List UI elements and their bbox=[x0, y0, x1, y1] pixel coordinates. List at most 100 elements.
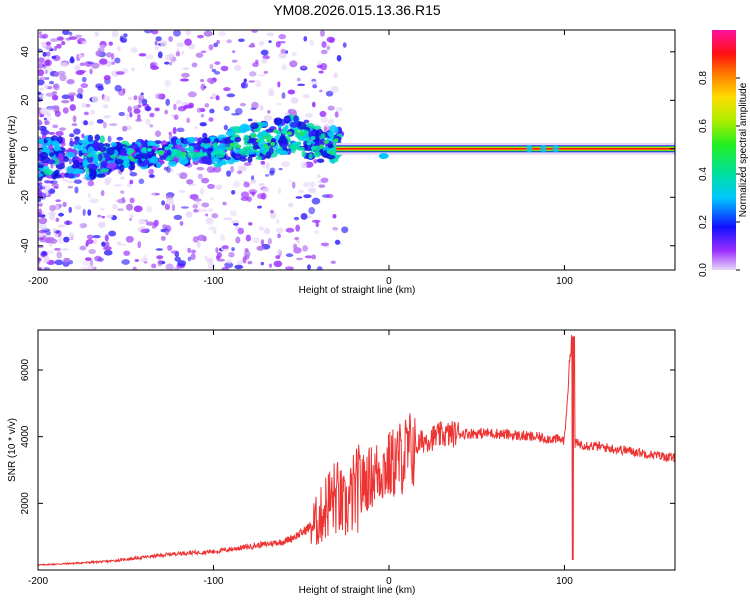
spectrogram-noise-cell bbox=[125, 203, 134, 211]
spectrogram-noise-cell bbox=[209, 79, 215, 85]
spectrogram-ridge-cell bbox=[326, 154, 336, 160]
spectrogram-noise-cell bbox=[199, 122, 207, 127]
spectrogram-noise-cell bbox=[129, 218, 133, 221]
spectrogram-noise-cell bbox=[237, 227, 245, 235]
spectrogram-noise-cell bbox=[106, 214, 113, 219]
spectrogram-noise-cell bbox=[285, 227, 295, 233]
spectrogram-ridge-cell bbox=[57, 136, 63, 144]
spectrogram-noise-cell bbox=[38, 251, 43, 254]
spectrogram-ridge-cell bbox=[99, 168, 110, 173]
spectrogram-noise-cell bbox=[277, 187, 281, 195]
spectrogram-noise-cell bbox=[39, 107, 49, 115]
spectrogram-noise-cell bbox=[79, 222, 87, 229]
spectrogram-ridge-cell bbox=[212, 142, 219, 149]
spectrogram-noise-cell bbox=[97, 214, 102, 218]
spectrogram-noise-cell bbox=[55, 199, 62, 203]
spectrogram-noise-cell bbox=[192, 204, 199, 209]
spectrogram-noise-cell bbox=[57, 70, 66, 76]
spectrogram-noise-cell bbox=[120, 190, 125, 194]
spectrogram-ridge-cell bbox=[280, 143, 288, 149]
spectrogram-noise-cell bbox=[138, 218, 146, 225]
spectrogram-noise-cell bbox=[41, 251, 48, 256]
spectrogram-noise-cell bbox=[194, 125, 198, 130]
spectrogram-noise-cell bbox=[213, 70, 221, 75]
spectrogram-noise-cell bbox=[207, 183, 215, 190]
spectrogram-noise-cell bbox=[212, 229, 217, 234]
spectrogram-noise-cell bbox=[234, 264, 244, 270]
spectrogram-noise-cell bbox=[270, 210, 274, 214]
spectrogram-noise-cell bbox=[256, 245, 265, 251]
spectrogram-noise-cell bbox=[180, 206, 190, 209]
spectrogram-peak-cell bbox=[230, 136, 236, 141]
spectrogram-noise-cell bbox=[68, 232, 75, 240]
spectrogram-noise-cell bbox=[200, 113, 205, 118]
spectrogram-ridge-cell bbox=[329, 124, 338, 134]
spectrogram-noise-cell bbox=[320, 242, 329, 247]
spectrogram-noise-cell bbox=[103, 246, 112, 251]
spectrogram-noise-cell bbox=[78, 70, 87, 73]
spectrogram-x-label: Height of straight line (km) bbox=[299, 285, 416, 296]
spectrogram-ridge-cell bbox=[203, 143, 209, 150]
spectrogram-noise-cell bbox=[51, 105, 60, 110]
spectrogram-noise-cell bbox=[56, 36, 64, 41]
spectrogram-noise-cell bbox=[236, 260, 243, 266]
spectrogram-noise-cell bbox=[296, 239, 301, 244]
spectrogram-noise-cell bbox=[50, 38, 59, 43]
spectrogram-ridge-cell bbox=[144, 139, 149, 148]
spectrogram-noise-cell bbox=[209, 197, 215, 201]
spectrogram-noise-cell bbox=[100, 207, 105, 211]
snr-x-tick-label: -100 bbox=[203, 576, 223, 587]
spectrogram-noise-cell bbox=[216, 251, 222, 259]
spectrogram-peak-cell bbox=[164, 146, 170, 151]
spectrogram-noise-cell bbox=[165, 263, 174, 270]
spectrogram-noise-cell bbox=[223, 217, 233, 221]
spectrogram-noise-cell bbox=[62, 107, 69, 114]
spectrogram-x-tick-label: 0 bbox=[386, 276, 392, 287]
spectrogram-ridge-cell bbox=[150, 155, 159, 164]
spectrogram-noise-cell bbox=[311, 254, 317, 260]
spectrogram-noise-cell bbox=[189, 193, 199, 200]
spectrogram-peak-cell bbox=[273, 129, 279, 134]
spectrogram-noise-cell bbox=[257, 205, 262, 209]
spectrogram-tone-node bbox=[526, 144, 533, 153]
spectrogram-noise-cell bbox=[86, 234, 94, 240]
spectrogram-noise-cell bbox=[300, 161, 308, 169]
spectrogram-noise-cell bbox=[320, 177, 329, 183]
spectrogram-noise-cell bbox=[138, 94, 145, 101]
spectrogram-noise-cell bbox=[291, 181, 296, 189]
spectrogram-noise-cell bbox=[101, 241, 106, 247]
spectrogram-noise-cell bbox=[118, 111, 125, 117]
spectrogram-noise-cell bbox=[226, 39, 233, 44]
spectrogram-noise-cell bbox=[176, 172, 180, 176]
spectrogram-ridge-cell bbox=[73, 168, 84, 174]
spectrogram-noise-cell bbox=[38, 34, 47, 39]
spectrogram-noise-cell bbox=[228, 252, 235, 258]
spectrogram-ridge-cell bbox=[171, 137, 177, 146]
spectrogram-noise-cell bbox=[301, 65, 306, 70]
spectrogram-noise-cell bbox=[133, 205, 143, 213]
spectrogram-noise-cell bbox=[206, 217, 212, 223]
spectrogram-noise-cell bbox=[195, 52, 204, 58]
spectrogram-ridge-cell bbox=[239, 123, 250, 133]
spectrogram-noise-cell bbox=[38, 69, 45, 77]
spectrogram-noise-cell bbox=[187, 91, 197, 98]
spectrogram-noise-cell bbox=[68, 206, 72, 214]
spectrogram-ridge-cell bbox=[110, 141, 117, 147]
spectrogram-noise-cell bbox=[295, 224, 301, 232]
spectrogram-peak-cell bbox=[130, 157, 136, 162]
spectrogram-noise-cell bbox=[292, 243, 298, 249]
spectrogram-noise-cell bbox=[44, 69, 48, 75]
spectrogram-ridge-cell bbox=[174, 150, 183, 159]
spectrogram-noise-cell bbox=[230, 165, 234, 173]
spectrogram-ridge-cell bbox=[98, 153, 103, 161]
spectrogram-ridge-cell bbox=[53, 144, 61, 152]
spectrogram-ridge-cell bbox=[312, 125, 322, 130]
spectrogram-noise-cell bbox=[104, 234, 109, 242]
spectrogram-ridge-cell bbox=[211, 158, 216, 165]
spectrogram-noise-cell bbox=[297, 83, 306, 87]
spectrogram-noise-cell bbox=[152, 191, 156, 196]
spectrogram-noise-cell bbox=[104, 241, 110, 248]
spectrogram-noise-cell bbox=[45, 41, 52, 46]
spectrogram-noise-cell bbox=[38, 94, 42, 98]
spectrogram-noise-cell bbox=[129, 179, 134, 185]
